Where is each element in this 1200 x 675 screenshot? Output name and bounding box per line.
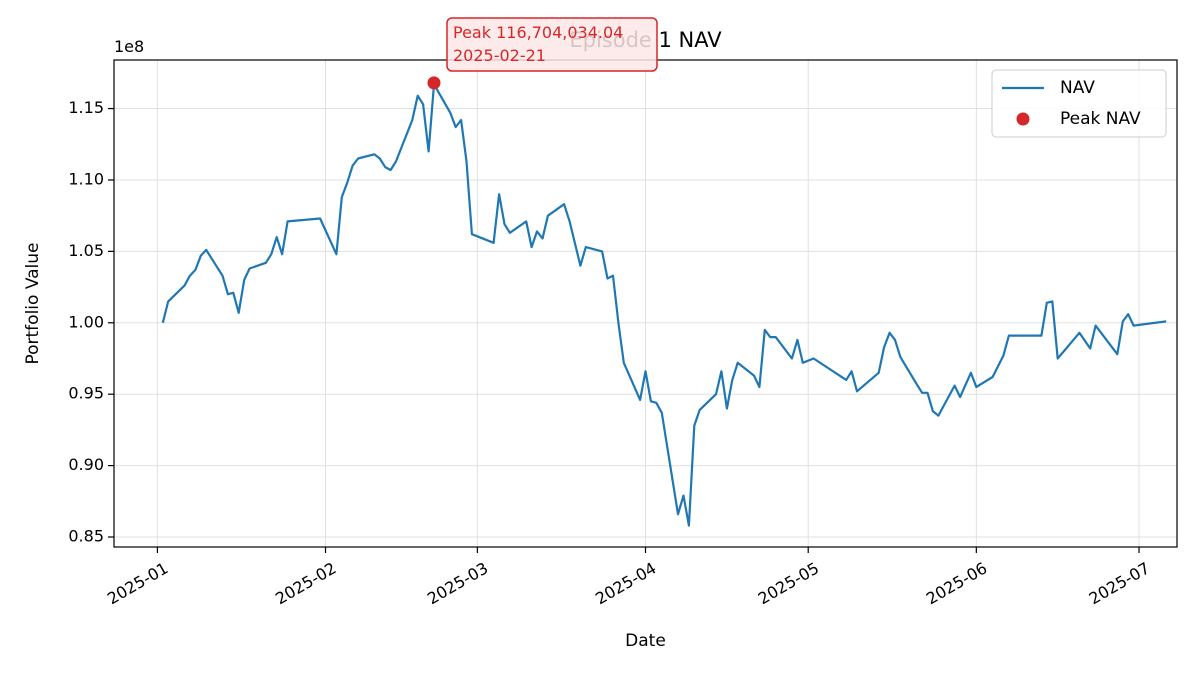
peak-annotation-date: 2025-02-21	[453, 46, 546, 65]
y-axis-label: Portfolio Value	[23, 242, 43, 364]
nav-line	[161, 83, 1167, 527]
peak-annotation: Peak 116,704,034.04 2025-02-21	[446, 17, 658, 72]
y-tick-label: 1.10	[68, 169, 104, 188]
x-tick-label: 2025-06	[923, 558, 990, 608]
y-tick-label: 0.90	[68, 455, 104, 474]
legend-nav-label: NAV	[1060, 78, 1095, 98]
y-tick-label: 1.00	[68, 312, 104, 331]
x-tick-label: 2025-05	[755, 558, 822, 608]
y-tick-label: 1.15	[68, 98, 104, 117]
x-tick-label: 2025-01	[104, 558, 171, 608]
x-tick-label: 2025-07	[1086, 558, 1153, 608]
legend-peak-swatch	[1016, 112, 1030, 126]
y-tick-label: 0.85	[68, 527, 104, 546]
x-tick-label: 2025-02	[272, 558, 339, 608]
peak-annotation-box	[446, 17, 658, 72]
legend-peak-label: Peak NAV	[1060, 109, 1141, 129]
y-tick-label: 1.05	[68, 241, 104, 260]
x-tick-label: 2025-04	[592, 558, 659, 608]
y-tick-label: 0.95	[68, 384, 104, 403]
peak-annotation-value: Peak 116,704,034.04	[453, 23, 623, 42]
x-axis-label: Date	[625, 631, 666, 651]
x-tick-label: 2025-03	[424, 558, 491, 608]
peak-marker	[427, 76, 441, 90]
y-offset-label: 1e8	[114, 37, 144, 56]
legend-box	[991, 69, 1167, 138]
legend: NAV Peak NAV	[991, 69, 1167, 138]
